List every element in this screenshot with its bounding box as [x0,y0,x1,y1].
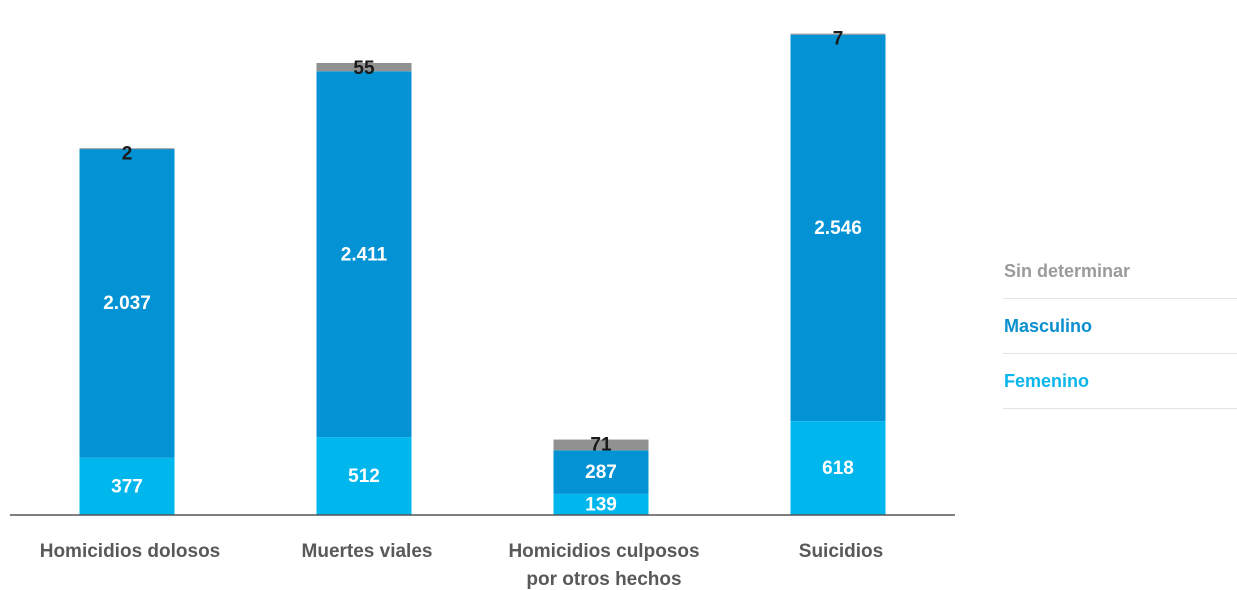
legend-item-femenino: Femenino [1003,354,1237,409]
bar-segment-masculino [553,450,649,494]
legend-label-masculino: Masculino [1004,315,1093,336]
legend-label-femenino: Femenino [1004,370,1090,391]
bar-segment-sin_determinar [316,62,412,72]
legend-item-masculino: Masculino [1003,299,1237,354]
category-label: Homicidios culposos [508,541,699,562]
bar-segment-femenino [790,421,886,515]
data-label-femenino: 618 [822,458,854,479]
data-label-femenino: 377 [111,476,143,497]
category-label: Suicidios [799,541,883,562]
category-label: Muertes viales [302,541,433,562]
data-label-masculino: 2.546 [814,218,862,239]
bar-segment-masculino [79,148,175,458]
category-label: por otros hechos [526,569,681,590]
bar-segment-sin_determinar [790,33,886,35]
legend-label-sin-determinar: Sin determinar [1004,260,1131,281]
data-label-sin_determinar: 55 [353,58,375,79]
data-label-sin_determinar: 71 [590,435,612,456]
bar-segment-masculino [316,71,412,438]
data-label-femenino: 139 [585,494,617,515]
bar-segment-sin_determinar [79,148,175,150]
data-label-masculino: 287 [585,462,617,483]
data-label-femenino: 512 [348,466,380,487]
data-label-sin_determinar: 2 [122,143,133,164]
legend-item-sin-determinar: Sin determinar [1003,244,1237,299]
bar-segment-femenino [79,457,175,515]
bar-segment-masculino [790,34,886,422]
data-label-masculino: 2.411 [341,244,388,265]
data-label-sin_determinar: 7 [833,29,844,50]
category-label: Homicidios dolosos [40,541,221,562]
bar-segment-femenino [553,493,649,515]
bar-segment-sin_determinar [553,439,649,451]
legend: Sin determinar Masculino Femenino [1003,244,1237,409]
bar-segment-femenino [316,437,412,515]
data-label-masculino: 2.037 [103,293,151,314]
